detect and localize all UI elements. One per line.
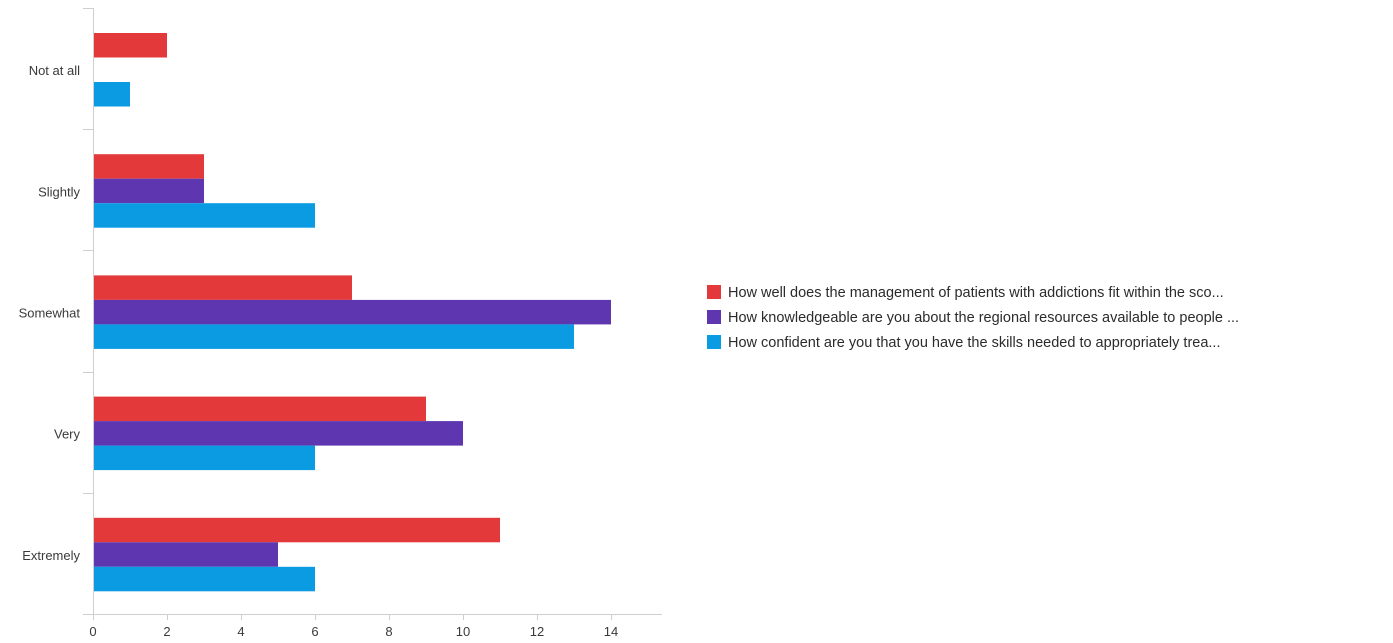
x-tick-label: 10 xyxy=(456,624,470,639)
bar-somewhat-series-1 xyxy=(94,275,352,300)
x-tick-label: 0 xyxy=(89,624,96,639)
category-label: Slightly xyxy=(38,184,80,199)
x-tick-label: 6 xyxy=(311,624,318,639)
bar-not-at-all-series-3 xyxy=(94,82,130,107)
x-axis-ticks: 0 2 4 6 8 10 12 14 xyxy=(89,614,618,639)
x-tick-label: 8 xyxy=(385,624,392,639)
bar-very-series-2 xyxy=(94,421,463,446)
bar-extremely-series-1 xyxy=(94,517,500,543)
bar-somewhat-series-3 xyxy=(94,324,574,349)
bar-very-series-3 xyxy=(94,445,315,471)
legend-item: How well does the management of patients… xyxy=(707,285,1224,301)
category-label: Very xyxy=(54,427,81,442)
x-tick-label: 12 xyxy=(530,624,544,639)
bar-somewhat-series-2 xyxy=(94,299,611,325)
bar-not-at-all-series-1 xyxy=(94,33,167,58)
axes xyxy=(93,8,662,615)
legend-item: How confident are you that you have the … xyxy=(707,335,1221,351)
legend: How well does the management of patients… xyxy=(707,285,1239,351)
bar-slightly-series-1 xyxy=(94,154,204,179)
bar-extremely-series-2 xyxy=(94,542,278,567)
bar-extremely-series-3 xyxy=(94,566,315,592)
bar-slightly-series-3 xyxy=(94,203,315,228)
legend-swatch xyxy=(707,285,721,299)
legend-label: How knowledgeable are you about the regi… xyxy=(728,310,1239,326)
legend-label: How well does the management of patients… xyxy=(728,285,1224,301)
legend-label: How confident are you that you have the … xyxy=(728,335,1221,351)
x-tick-label: 2 xyxy=(163,624,170,639)
legend-swatch xyxy=(707,310,721,324)
category-label: Not at all xyxy=(29,63,80,78)
bar-very-series-1 xyxy=(94,396,426,422)
legend-swatch xyxy=(707,335,721,349)
category-labels: Not at all Slightly Somewhat Very Extremely xyxy=(19,63,81,563)
category-ticks xyxy=(83,8,93,615)
legend-item: How knowledgeable are you about the regi… xyxy=(707,310,1239,326)
bars xyxy=(94,33,611,592)
category-label: Extremely xyxy=(22,548,80,563)
x-tick-label: 4 xyxy=(237,624,244,639)
bar-slightly-series-2 xyxy=(94,178,204,204)
category-label: Somewhat xyxy=(19,306,81,321)
x-tick-label: 14 xyxy=(604,624,618,639)
